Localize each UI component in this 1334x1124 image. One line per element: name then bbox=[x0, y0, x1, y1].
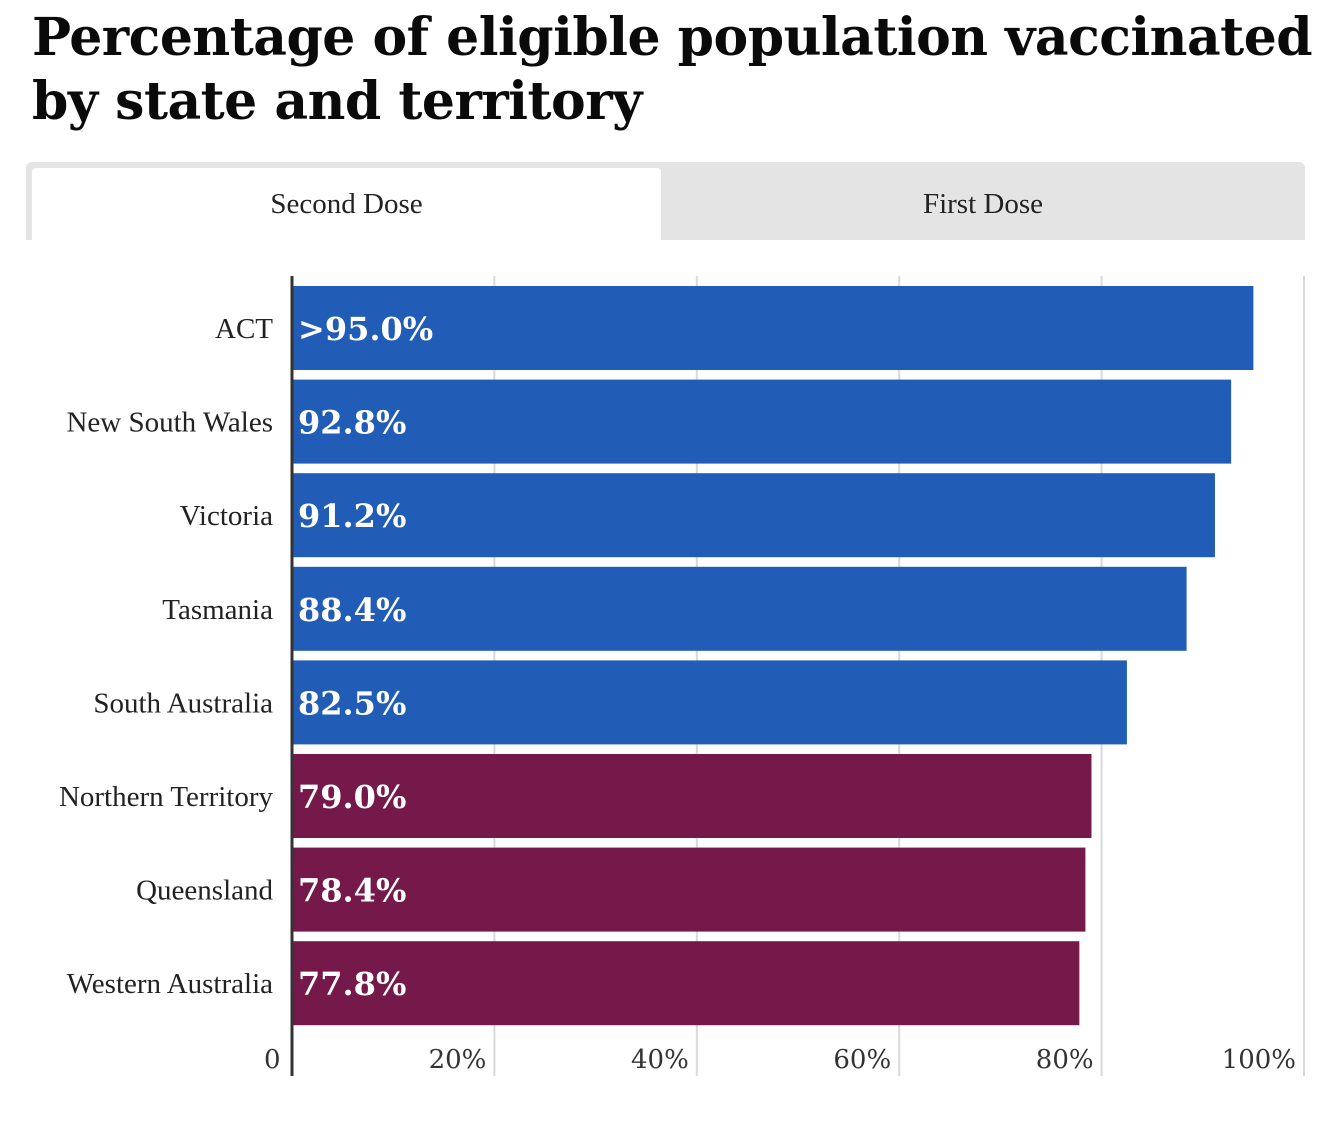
tab-second-dose[interactable]: Second Dose bbox=[32, 168, 661, 240]
value-label: >95.0% bbox=[298, 310, 433, 348]
x-tick-label: 0 bbox=[264, 1045, 281, 1075]
category-label: Western Australia bbox=[67, 968, 273, 1000]
category-label: Queensland bbox=[136, 875, 273, 907]
category-label: ACT bbox=[215, 313, 273, 345]
bar bbox=[292, 473, 1215, 558]
value-label: 88.4% bbox=[298, 591, 406, 629]
x-tick-label: 40% bbox=[631, 1045, 689, 1075]
category-label: Northern Territory bbox=[59, 781, 274, 813]
x-tick-label: 100% bbox=[1222, 1045, 1296, 1075]
chart-title: Percentage of eligible population vaccin… bbox=[32, 7, 1313, 132]
value-label: 77.8% bbox=[298, 965, 406, 1003]
tab-first-dose[interactable]: First Dose bbox=[922, 187, 1044, 220]
category-label: New South Wales bbox=[66, 407, 273, 439]
x-tick-label: 60% bbox=[833, 1045, 891, 1075]
x-tick-label: 80% bbox=[1036, 1045, 1094, 1075]
category-label: South Australia bbox=[93, 687, 273, 719]
value-label: 79.0% bbox=[298, 778, 406, 816]
bar bbox=[292, 566, 1187, 651]
category-label: Victoria bbox=[180, 500, 273, 532]
value-label: 92.8% bbox=[298, 404, 406, 442]
bar bbox=[292, 379, 1232, 464]
value-label: 78.4% bbox=[298, 872, 406, 910]
bar-chart: 0 20% 40% 60% 80% 100% ACT >95.0% New South Wale… bbox=[59, 276, 1305, 1076]
bar bbox=[292, 286, 1254, 370]
x-tick-label: 20% bbox=[429, 1045, 487, 1075]
bar bbox=[292, 754, 1092, 838]
value-label: 82.5% bbox=[298, 684, 406, 722]
bar bbox=[292, 941, 1080, 1026]
bar bbox=[292, 660, 1127, 745]
bar bbox=[292, 847, 1086, 932]
value-label: 91.2% bbox=[298, 497, 406, 535]
category-label: Tasmania bbox=[162, 594, 273, 626]
dose-tab-bar: Second Dose First Dose bbox=[26, 162, 1305, 240]
